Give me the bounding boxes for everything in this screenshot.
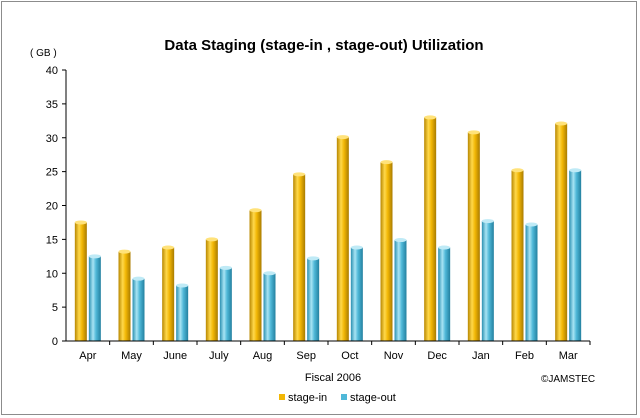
x-tick-label: Oct bbox=[341, 350, 358, 362]
legend-label-stage-out: stage-out bbox=[350, 392, 396, 404]
x-tick-label: Aug bbox=[253, 350, 273, 362]
bar-cap-stage-in bbox=[249, 208, 262, 213]
bar-cap-stage-out bbox=[88, 254, 101, 259]
y-tick-label: 15 bbox=[46, 234, 58, 246]
x-tick-label: Jan bbox=[472, 350, 490, 362]
credit-text: ©JAMSTEC bbox=[541, 374, 595, 385]
bar-cap-stage-out bbox=[307, 256, 320, 261]
x-axis-label: Fiscal 2006 bbox=[305, 372, 361, 384]
bar-cap-stage-in bbox=[293, 172, 306, 177]
x-tick-label: July bbox=[209, 350, 229, 362]
bar-cap-stage-in bbox=[205, 237, 218, 242]
y-tick-label: 5 bbox=[52, 302, 58, 314]
bar-stage-out bbox=[307, 258, 320, 341]
bar-cap-stage-in bbox=[118, 249, 131, 254]
bar-cap-stage-in bbox=[162, 245, 175, 250]
x-tick-label: May bbox=[121, 350, 142, 362]
bar-cap-stage-out bbox=[525, 222, 538, 227]
y-tick-label: 40 bbox=[46, 65, 58, 77]
bars bbox=[74, 115, 582, 342]
bar-cap-stage-out bbox=[350, 245, 363, 250]
bar-cap-stage-in bbox=[467, 130, 480, 135]
x-axis-ticks: Apr May June July Aug Sep Oct Nov Dec Jan Feb Mar bbox=[79, 341, 591, 362]
bar-stage-in bbox=[293, 174, 306, 341]
x-tick-label: Sep bbox=[296, 350, 316, 362]
bar-cap-stage-in bbox=[380, 160, 393, 165]
legend: stage-in stage-out bbox=[279, 392, 396, 404]
bar-stage-out bbox=[394, 240, 407, 341]
bar-cap-stage-out bbox=[132, 276, 145, 281]
bar-cap-stage-out bbox=[263, 271, 276, 276]
y-unit-label: ( GB ) bbox=[30, 48, 57, 59]
bar-stage-in bbox=[424, 117, 437, 341]
bar-cap-stage-in bbox=[424, 115, 437, 120]
x-tick-label: Apr bbox=[79, 350, 96, 362]
x-tick-label: Nov bbox=[384, 350, 404, 362]
legend-swatch-stage-in bbox=[279, 394, 285, 400]
x-tick-label: June bbox=[163, 350, 187, 362]
x-tick-label: Mar bbox=[559, 350, 578, 362]
bar-cap-stage-in bbox=[555, 121, 568, 126]
bar-cap-stage-out bbox=[176, 283, 189, 288]
y-tick-label: 20 bbox=[46, 201, 58, 213]
bar-cap-stage-in bbox=[336, 135, 349, 140]
bar-stage-in bbox=[336, 137, 349, 341]
bar-stage-in bbox=[74, 222, 87, 341]
bar-cap-stage-out bbox=[569, 168, 582, 173]
bar-stage-out bbox=[263, 273, 276, 341]
bar-stage-out bbox=[350, 247, 363, 341]
bar-cap-stage-out bbox=[219, 265, 232, 270]
bar-stage-out bbox=[525, 224, 538, 341]
bar-stage-out bbox=[132, 278, 145, 341]
x-tick-label: Feb bbox=[515, 350, 534, 362]
bar-stage-out bbox=[438, 247, 451, 341]
bar-stage-in bbox=[555, 123, 568, 342]
bar-stage-in bbox=[249, 210, 262, 341]
x-tick-label: Dec bbox=[427, 350, 447, 362]
bar-stage-in bbox=[205, 239, 218, 341]
y-tick-label: 25 bbox=[46, 167, 58, 179]
bar-stage-out bbox=[88, 256, 101, 341]
bar-stage-out bbox=[219, 267, 232, 341]
y-axis-ticks: 0 5 10 15 20 25 30 35 40 bbox=[46, 65, 66, 348]
y-tick-label: 30 bbox=[46, 133, 58, 145]
y-tick-label: 10 bbox=[46, 268, 58, 280]
legend-label-stage-in: stage-in bbox=[288, 392, 327, 404]
bar-stage-out bbox=[481, 221, 494, 341]
bar-stage-in bbox=[511, 170, 524, 341]
legend-swatch-stage-out bbox=[341, 394, 347, 400]
bar-stage-in bbox=[118, 251, 131, 341]
bar-stage-out bbox=[176, 285, 189, 341]
bar-cap-stage-out bbox=[438, 245, 451, 250]
bar-cap-stage-out bbox=[481, 219, 494, 224]
y-tick-label: 35 bbox=[46, 99, 58, 111]
bar-stage-in bbox=[162, 247, 175, 341]
bar-cap-stage-out bbox=[394, 238, 407, 243]
chart-title: Data Staging (stage-in , stage-out) Util… bbox=[164, 37, 483, 54]
bar-cap-stage-in bbox=[74, 220, 87, 225]
bar-stage-out bbox=[569, 170, 582, 341]
bar-cap-stage-in bbox=[511, 168, 524, 173]
bar-stage-in bbox=[467, 132, 480, 341]
bar-stage-in bbox=[380, 162, 393, 341]
y-tick-label: 0 bbox=[52, 336, 58, 348]
